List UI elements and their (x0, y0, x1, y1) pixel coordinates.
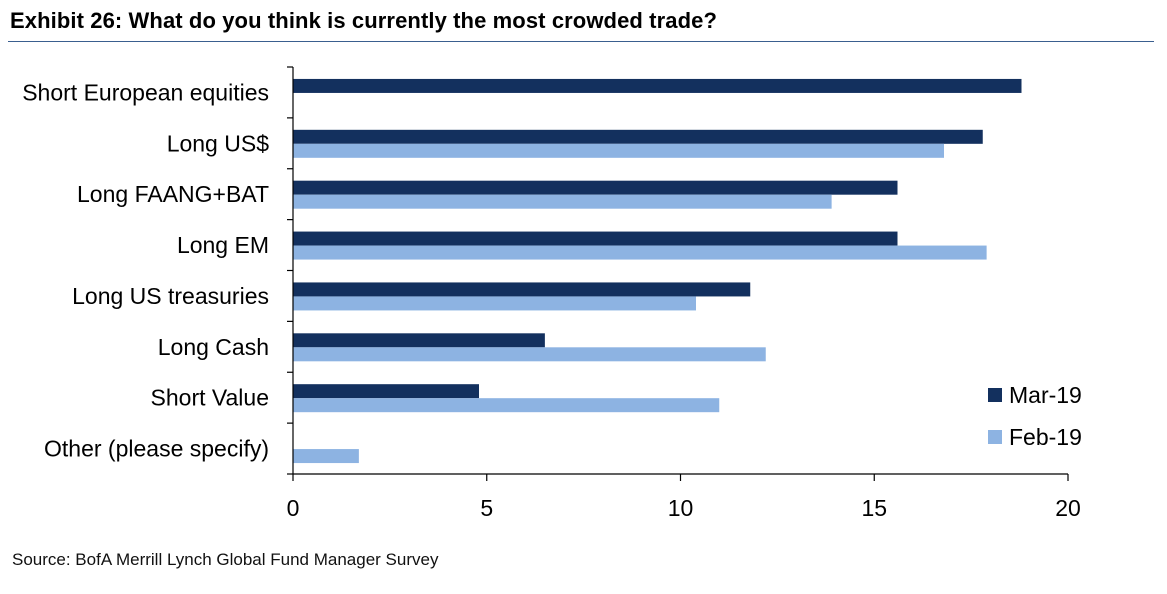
bar-feb-19-3 (293, 245, 987, 260)
bar-mar-19-0 (293, 78, 1022, 93)
x-tick-label: 20 (1055, 495, 1081, 521)
x-tick-label: 0 (287, 495, 300, 521)
legend-swatch-feb-19 (988, 430, 1002, 444)
x-tick-label: 15 (861, 495, 887, 521)
category-label: Short European equities (22, 79, 269, 105)
legend: Mar-19 Feb-19 (988, 382, 1082, 450)
bar-feb-19-6 (293, 398, 720, 413)
bar-mar-19-6 (293, 384, 479, 399)
bar-mar-19-5 (293, 333, 545, 348)
category-label: Long Cash (158, 334, 269, 360)
chart-title: Exhibit 26: What do you think is current… (10, 8, 718, 33)
category-label: Long EM (177, 232, 269, 258)
bar-mar-19-3 (293, 231, 898, 246)
legend-label-feb-19: Feb-19 (1009, 424, 1082, 450)
bar-mar-19-2 (293, 180, 898, 195)
source-note: Source: BofA Merrill Lynch Global Fund M… (12, 550, 439, 569)
bar-mar-19-4 (293, 282, 751, 297)
axes-layer (287, 66, 1069, 481)
x-tick-label: 5 (480, 495, 493, 521)
legend-label-mar-19: Mar-19 (1009, 382, 1082, 408)
legend-swatch-mar-19 (988, 388, 1002, 402)
category-label: Long US$ (167, 130, 270, 156)
bar-feb-19-1 (293, 143, 944, 158)
category-label: Long FAANG+BAT (77, 181, 269, 207)
category-label: Short Value (151, 385, 269, 411)
title-divider (8, 41, 1154, 42)
x-tick-label: 10 (668, 495, 694, 521)
bar-feb-19-4 (293, 296, 696, 311)
bar-feb-19-5 (293, 347, 766, 362)
bar-mar-19-1 (293, 129, 983, 144)
bar-feb-19-7 (293, 449, 359, 464)
category-label: Other (please specify) (44, 436, 269, 462)
labels-layer: Short European equities Long US$ Long FAAN… (22, 79, 1081, 521)
bar-feb-19-2 (293, 194, 832, 209)
category-label: Long US treasuries (72, 283, 269, 309)
bars-layer (293, 78, 1022, 464)
